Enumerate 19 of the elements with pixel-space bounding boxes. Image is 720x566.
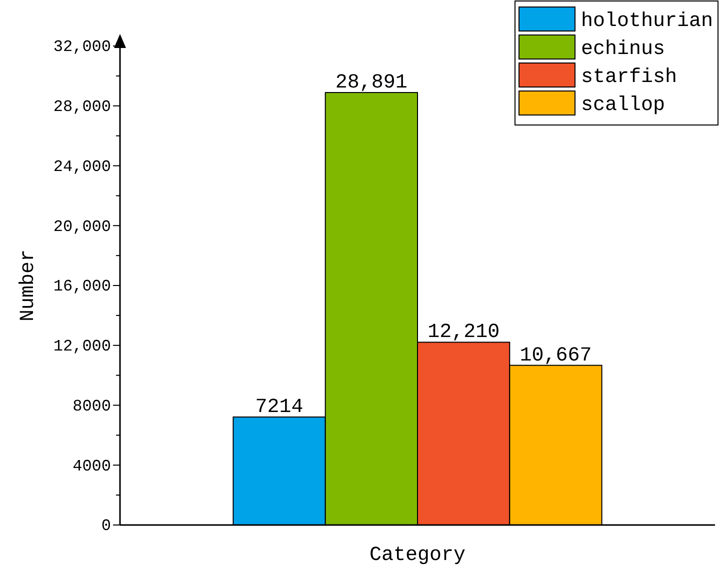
data-label: 12,210 — [428, 321, 500, 344]
y-tick-label: 0 — [101, 517, 111, 536]
legend-label: scallop — [581, 94, 666, 117]
data-label: 10,667 — [520, 344, 592, 368]
legend-label: holothurian — [581, 10, 714, 33]
y-axis-title: Number — [17, 249, 40, 322]
legend-label: echinus — [581, 38, 666, 61]
y-tick-label: 32,000 — [53, 38, 111, 56]
data-label: 7214 — [255, 396, 304, 420]
y-tick-label: 12,000 — [53, 337, 111, 356]
legend-label: starfish — [581, 66, 678, 89]
y-tick-label: 20,000 — [53, 218, 111, 236]
y-tick-label: 24,000 — [53, 158, 111, 176]
y-tick-label: 16,000 — [53, 278, 111, 296]
data-label: 28,891 — [335, 72, 408, 95]
y-tick-label: 8000 — [72, 397, 111, 416]
x-axis-title: Category — [369, 544, 466, 566]
y-tick-label: 4000 — [72, 457, 111, 476]
y-tick-label: 28,000 — [53, 98, 111, 116]
